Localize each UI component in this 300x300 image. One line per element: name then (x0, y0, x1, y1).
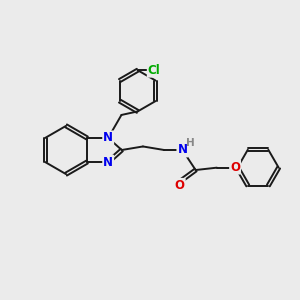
Text: O: O (230, 160, 240, 174)
Text: N: N (103, 131, 113, 144)
Text: Cl: Cl (148, 64, 161, 77)
Text: O: O (175, 179, 185, 192)
Text: N: N (177, 143, 188, 157)
Text: H: H (186, 138, 194, 148)
Text: N: N (103, 156, 113, 169)
